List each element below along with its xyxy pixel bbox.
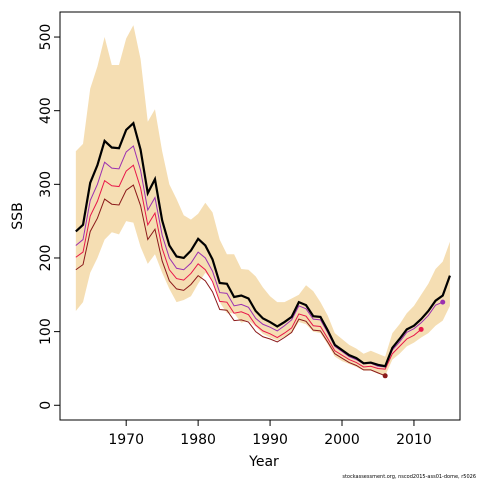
plot-frame [59,11,461,421]
series-line [75,164,422,370]
footnote: stockassessment.org, nscod2015-ass01-dom… [342,474,476,480]
y-tick-label: 200 [38,245,54,272]
end-point [418,326,424,332]
y-tick-label: 500 [38,24,54,51]
x-tick-label: 1970 [108,432,144,448]
x-tick-label: 1980 [180,432,216,448]
confidence-band [75,25,450,376]
x-tick-label: 2000 [324,432,360,448]
end-point [440,299,446,305]
end-point [382,373,388,379]
x-tick-label: 1990 [252,432,288,448]
y-axis-label: SSB [10,202,26,229]
x-tick-label: 2010 [396,432,432,448]
x-axis-label: Year [248,454,279,470]
series-line [75,184,386,377]
y-tick-label: 300 [38,171,54,198]
y-tick-label: 0 [38,401,54,410]
y-tick-label: 400 [38,97,54,124]
y-tick-label: 100 [38,318,54,345]
series-line [75,121,451,368]
